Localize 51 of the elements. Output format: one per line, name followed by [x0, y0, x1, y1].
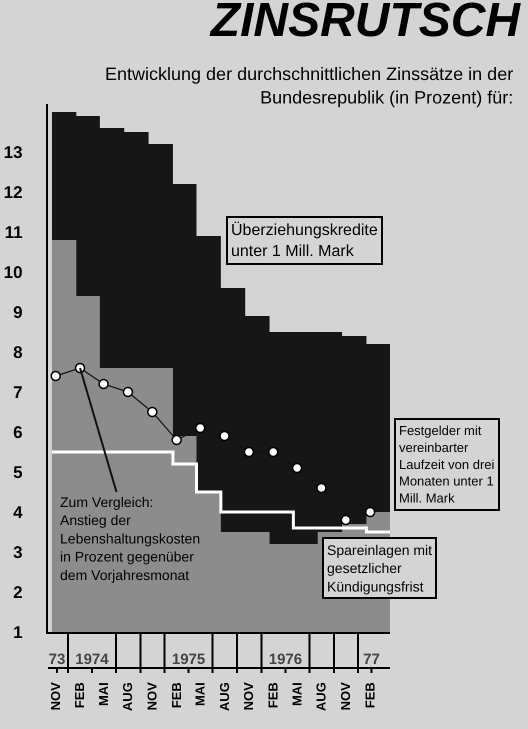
- x2-tick-label: 1974: [75, 651, 110, 668]
- x-tick-label: MAI: [289, 682, 304, 706]
- point: [219, 430, 230, 442]
- x-tick-label: FEB: [72, 682, 88, 708]
- x-tick-label: AUG: [216, 682, 232, 712]
- x2-tick-label: 1975: [172, 651, 206, 668]
- x-tick-label: NOV: [144, 682, 160, 710]
- point: [171, 434, 182, 446]
- y-tick-label: 2: [13, 582, 23, 602]
- y-tick-label: 3: [13, 542, 23, 562]
- point: [292, 462, 302, 474]
- x-tick-label: FEB: [168, 682, 184, 708]
- series-label: Festgelder mit vereinbarter Laufzeit von drei Monaten unter 1 Mill. Mark: [399, 423, 495, 506]
- y-tick-label: 10: [4, 262, 23, 282]
- x-tick-label: FEB: [362, 682, 378, 708]
- x-tick-label: NOV: [338, 682, 354, 710]
- point: [268, 446, 279, 458]
- y-tick-label: 12: [4, 182, 23, 202]
- y-tick-label: 5: [13, 462, 23, 482]
- y-tick-label: 6: [13, 422, 23, 442]
- x-tick-label: AUG: [314, 682, 329, 712]
- text: Zum Vergleich: Anstieg der Lebenshaltungskosten in Prozent gegenüber dem Vorjahresmonat: [60, 494, 200, 583]
- x-tick-label: MAI: [96, 682, 111, 706]
- x-tick-label: NOV: [48, 682, 63, 710]
- chart-title: ZINSRUTSCH: [208, 0, 522, 47]
- point: [316, 482, 327, 494]
- x2-tick-label: 73: [48, 651, 66, 668]
- y-tick-label: 8: [13, 342, 23, 362]
- chart-subtitle: Entwicklung der durchschnittlichen Zinssätze in der Bundesrepublik (in Prozent) für:: [105, 64, 514, 108]
- y-tick-label: 11: [4, 222, 23, 242]
- x2-tick-label: 77: [363, 651, 380, 668]
- point: [340, 514, 352, 526]
- x-tick-label: AUG: [120, 682, 136, 712]
- point: [194, 422, 206, 434]
- point: [244, 446, 254, 458]
- point: [147, 406, 158, 418]
- point: [364, 506, 376, 518]
- point: [98, 378, 109, 390]
- y-tick-label: 4: [13, 502, 24, 522]
- point: [122, 386, 134, 398]
- x-tick-label: MAI: [192, 682, 208, 706]
- x-tick-label: FEB: [265, 682, 280, 708]
- y-tick-label: 13: [4, 142, 23, 162]
- y-tick-label: 7: [13, 382, 23, 402]
- y-tick-label: 9: [13, 302, 23, 322]
- x-tick-label: NOV: [241, 682, 256, 710]
- series-label: Spareinlagen mit gesetzlicher Kündigungsfrist: [327, 542, 432, 594]
- y-tick-label: 1: [13, 622, 23, 642]
- x2-tick-label: 1976: [268, 651, 302, 668]
- series-label: Überziehungskredite unter 1 Mill. Mark: [231, 221, 378, 260]
- point: [50, 370, 61, 382]
